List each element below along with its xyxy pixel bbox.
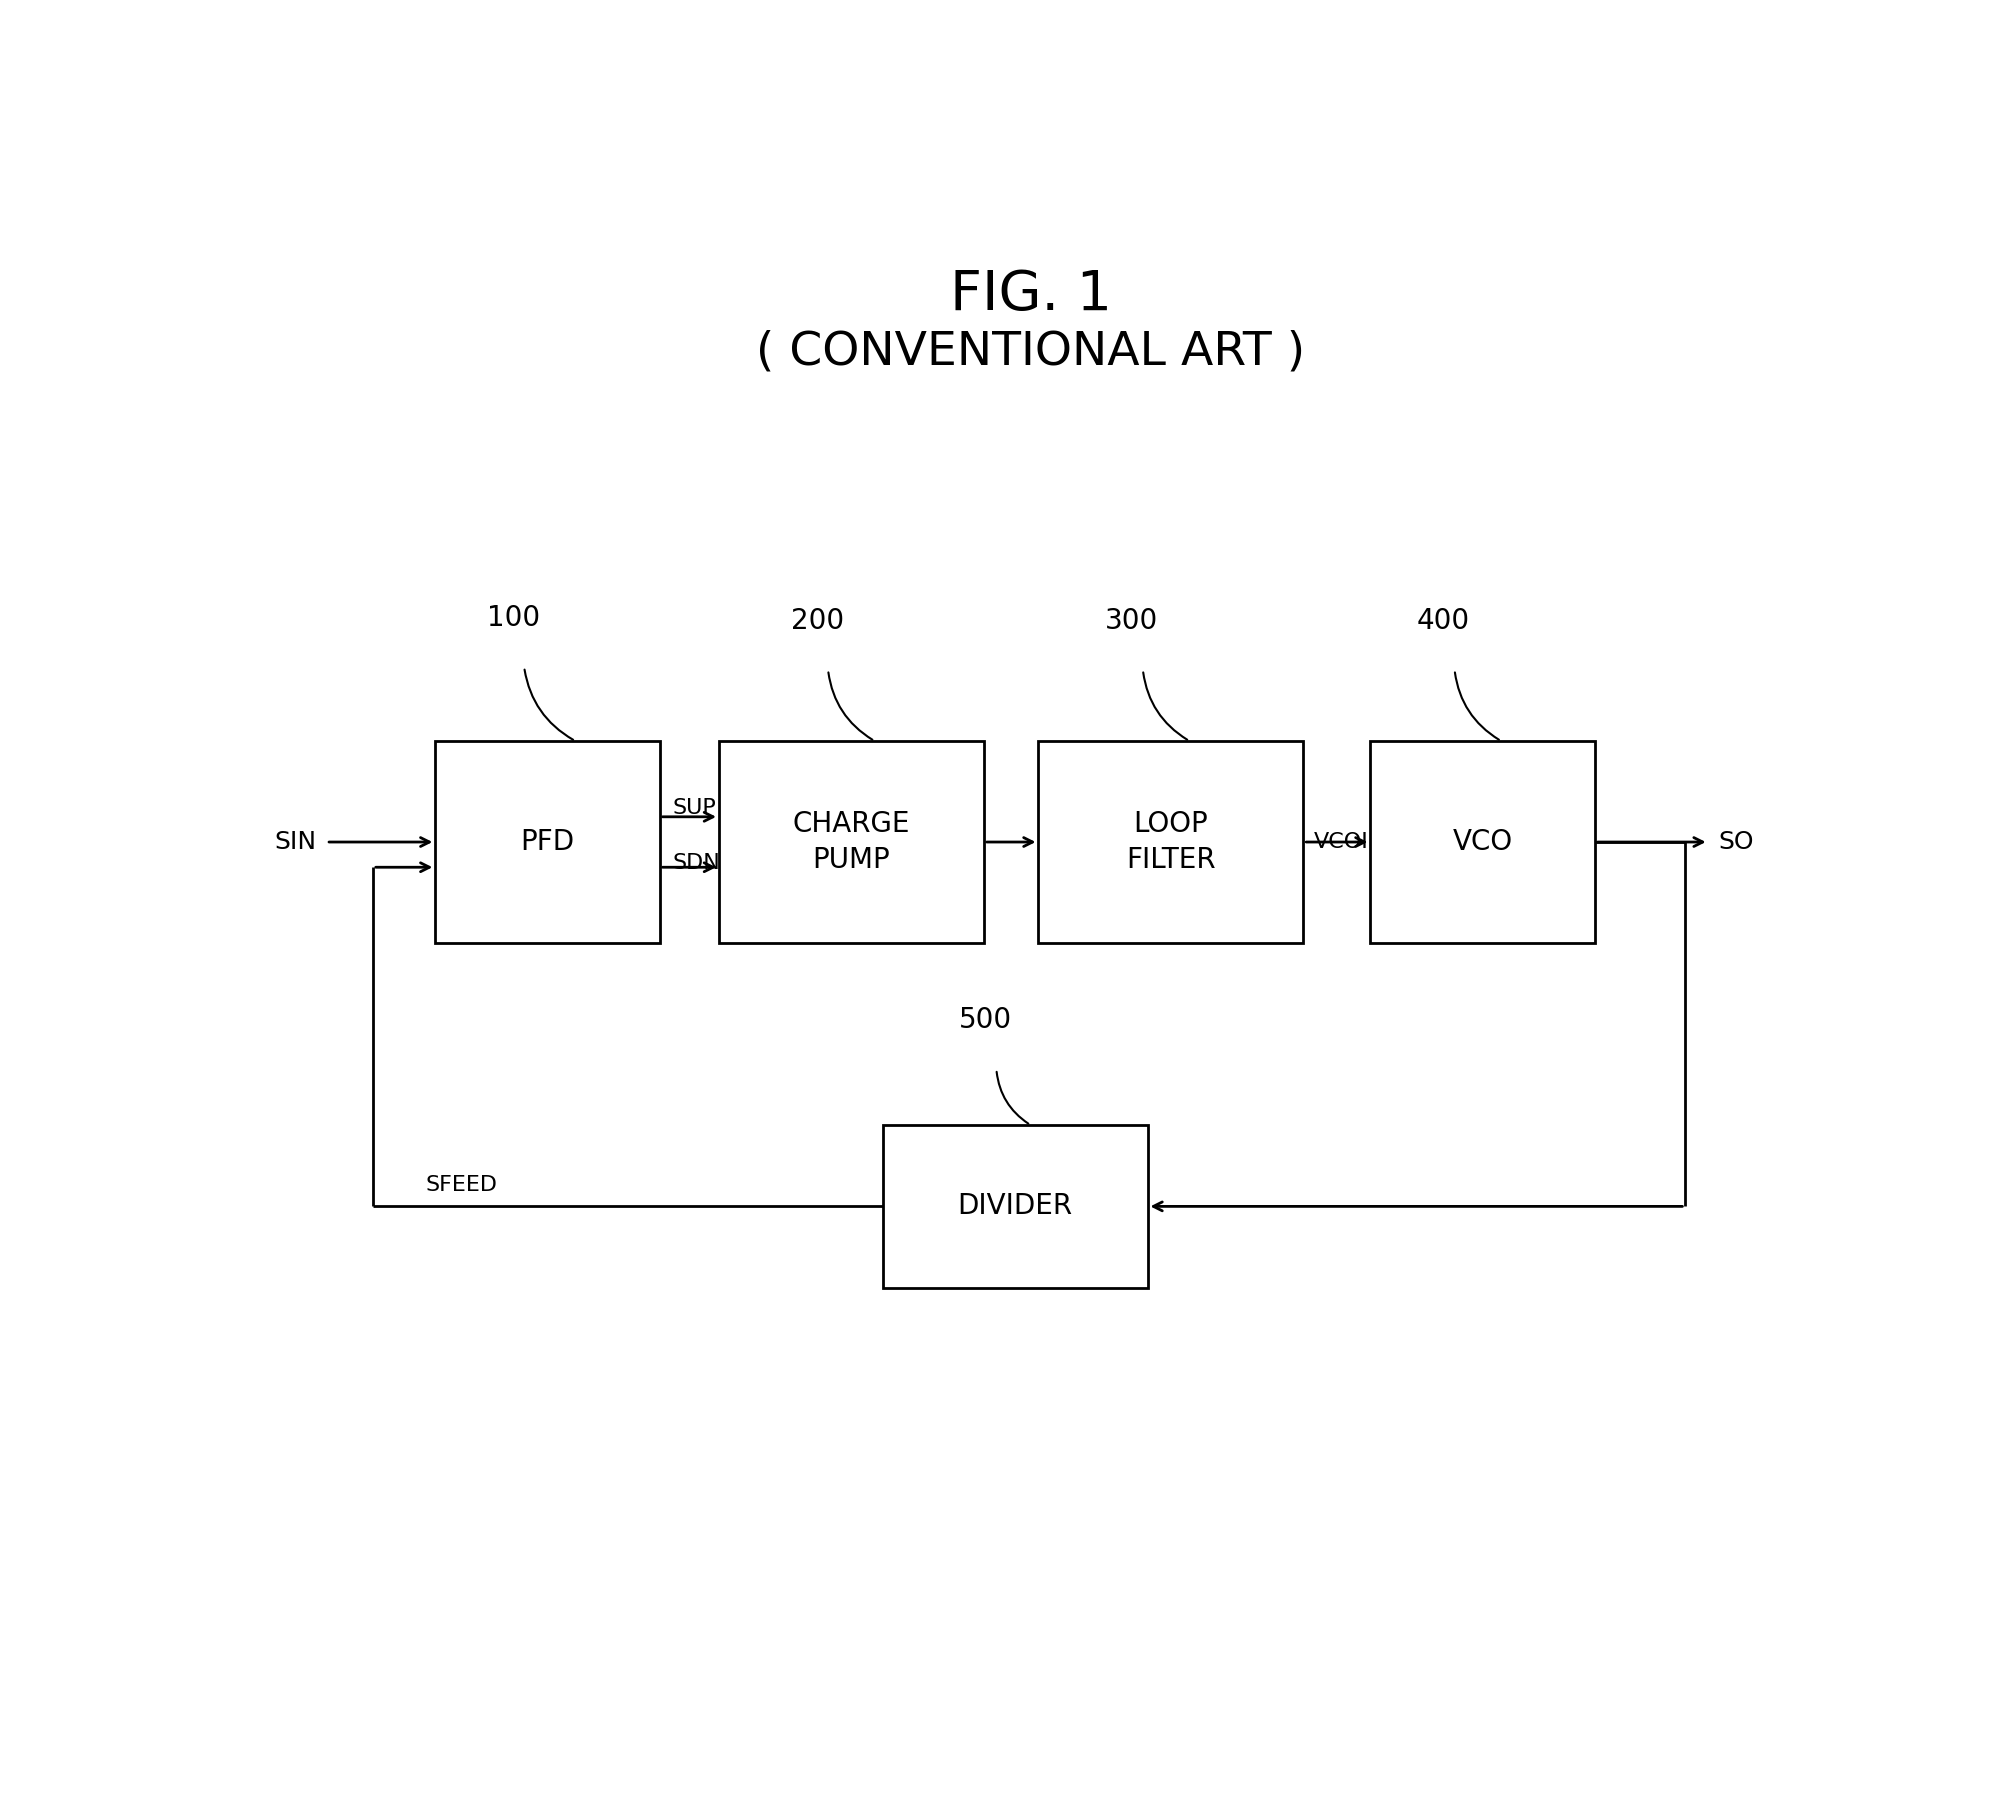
- Text: SDN: SDN: [672, 854, 720, 874]
- Text: PFD: PFD: [521, 828, 575, 855]
- Bar: [434, 741, 660, 943]
- Text: FIG. 1: FIG. 1: [949, 269, 1112, 322]
- Text: VCOI: VCOI: [1315, 832, 1369, 852]
- Text: 400: 400: [1418, 606, 1470, 635]
- Bar: [720, 741, 983, 943]
- Text: SIN: SIN: [276, 830, 318, 854]
- Text: SFEED: SFEED: [426, 1176, 497, 1196]
- Text: 200: 200: [790, 606, 845, 635]
- Text: ( CONVENTIONAL ART ): ( CONVENTIONAL ART ): [756, 329, 1305, 375]
- Text: CHARGE
PUMP: CHARGE PUMP: [792, 810, 911, 874]
- Text: SUP: SUP: [672, 799, 716, 819]
- Bar: [1369, 741, 1595, 943]
- Bar: [883, 1125, 1148, 1289]
- Text: 300: 300: [1106, 606, 1158, 635]
- Text: 500: 500: [959, 1006, 1012, 1034]
- Text: LOOP
FILTER: LOOP FILTER: [1126, 810, 1217, 874]
- Text: SO: SO: [1717, 830, 1754, 854]
- Text: DIVIDER: DIVIDER: [957, 1192, 1072, 1221]
- Text: 100: 100: [487, 604, 539, 632]
- Bar: [1038, 741, 1303, 943]
- Text: VCO: VCO: [1452, 828, 1512, 855]
